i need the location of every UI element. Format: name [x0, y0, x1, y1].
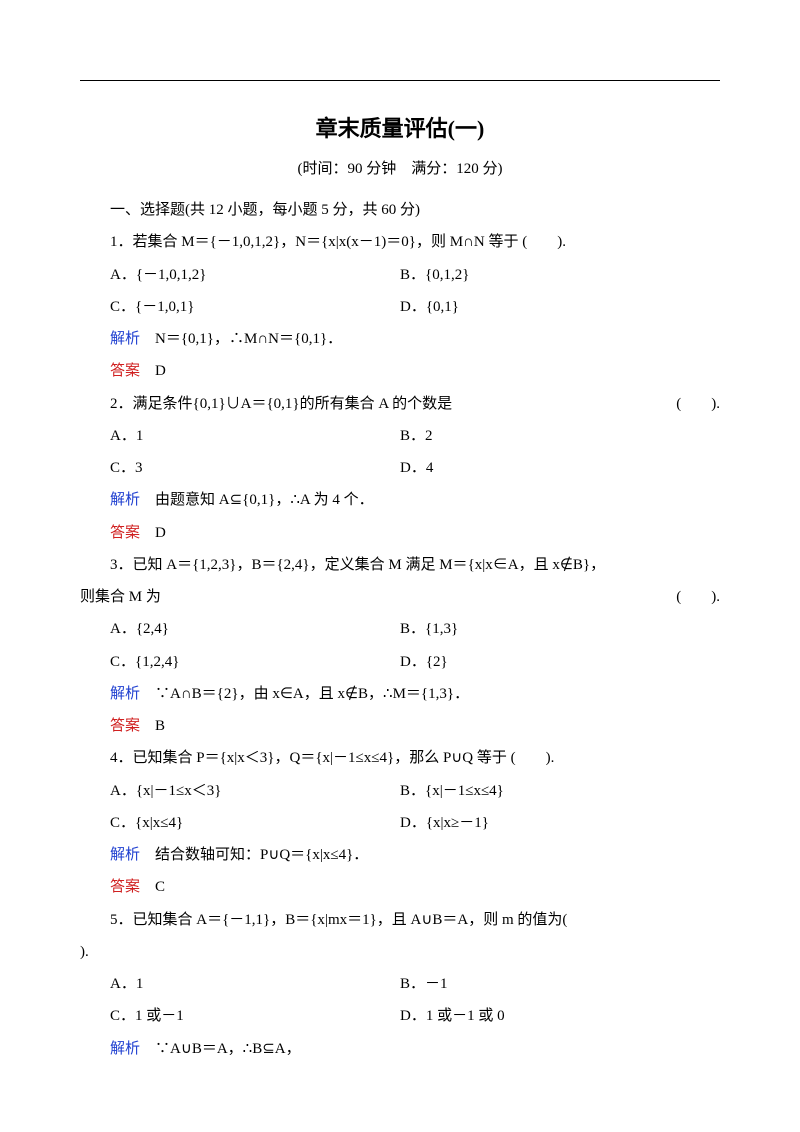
- q3-row2: C．{1,2,4} D．{2}: [80, 646, 720, 678]
- q4-optA: A．{x|－1≤x＜3}: [80, 775, 400, 807]
- q4-jiexi: 解析 结合数轴可知：P∪Q＝{x|x≤4}．: [80, 839, 720, 871]
- page-subtitle: (时间：90 分钟 满分：120 分): [80, 157, 720, 178]
- q4-stem-text: 4．已知集合 P＝{x|x＜3}，Q＝{x|－1≤x≤4}，那么 P∪Q 等于: [110, 750, 507, 766]
- q1-optA: A．{－1,0,1,2}: [80, 259, 400, 291]
- q2-optD: D．4: [400, 452, 720, 484]
- jiexi-label: 解析: [110, 1041, 140, 1057]
- q4-ans: C: [140, 879, 165, 895]
- q4-jiexi-text: 结合数轴可知：P∪Q＝{x|x≤4}．: [140, 847, 368, 863]
- q3-optC: C．{1,2,4}: [80, 646, 400, 678]
- q4-row1: A．{x|－1≤x＜3} B．{x|－1≤x≤4}: [80, 775, 720, 807]
- q1-jiexi: 解析 N＝{0,1}，∴M∩N＝{0,1}．: [80, 323, 720, 355]
- q5-optA: A．1: [80, 968, 400, 1000]
- q2-ans: D: [140, 525, 166, 541]
- q2-row2: C．3 D．4: [80, 452, 720, 484]
- q2-stem-text: 2．满足条件{0,1}∪A＝{0,1}的所有集合 A 的个数是: [110, 396, 452, 412]
- q1-jiexi-text: N＝{0,1}，∴M∩N＝{0,1}．: [140, 331, 342, 347]
- q4-answer: 答案 C: [80, 871, 720, 903]
- q1-optC: C．{－1,0,1}: [80, 291, 400, 323]
- q5-stem-line2: ).: [80, 936, 720, 968]
- q4-optB: B．{x|－1≤x≤4}: [400, 775, 720, 807]
- daan-label: 答案: [110, 718, 140, 734]
- q5-jiexi: 解析 ∵A∪B＝A，∴B⊆A，: [80, 1033, 720, 1065]
- q3-row1: A．{2,4} B．{1,3}: [80, 613, 720, 645]
- q1-row2: C．{－1,0,1} D．{0,1}: [80, 291, 720, 323]
- daan-label: 答案: [110, 879, 140, 895]
- q4-stem: 4．已知集合 P＝{x|x＜3}，Q＝{x|－1≤x≤4}，那么 P∪Q 等于 …: [80, 742, 720, 774]
- q1-paren: ( ).: [522, 234, 566, 250]
- q1-answer: 答案 D: [80, 355, 720, 387]
- q3-stem-line1: 3．已知 A＝{1,2,3}，B＝{2,4}，定义集合 M 满足 M＝{x|x∈…: [80, 549, 720, 581]
- jiexi-label: 解析: [110, 847, 140, 863]
- q5-row2: C．1 或－1 D．1 或－1 或 0: [80, 1000, 720, 1032]
- q1-row1: A．{－1,0,1,2} B．{0,1,2}: [80, 259, 720, 291]
- page-title: 章末质量评估(一): [80, 111, 720, 143]
- q2-stem: 2．满足条件{0,1}∪A＝{0,1}的所有集合 A 的个数是 ( ).: [80, 388, 720, 420]
- q2-optC: C．3: [80, 452, 400, 484]
- q3-stem-line2: 则集合 M 为 ( ).: [80, 581, 720, 613]
- q2-jiexi: 解析 由题意知 A⊆{0,1}，∴A 为 4 个．: [80, 484, 720, 516]
- q1-stem: 1．若集合 M＝{－1,0,1,2}，N＝{x|x(x－1)＝0}，则 M∩N …: [80, 226, 720, 258]
- q1-stem-text: 1．若集合 M＝{－1,0,1,2}，N＝{x|x(x－1)＝0}，则 M∩N …: [110, 234, 518, 250]
- q4-row2: C．{x|x≤4} D．{x|x≥－1}: [80, 807, 720, 839]
- q2-optA: A．1: [80, 420, 400, 452]
- jiexi-label: 解析: [110, 492, 140, 508]
- q1-optB: B．{0,1,2}: [400, 259, 720, 291]
- q3-jiexi-text: ∵A∩B＝{2}，由 x∈A，且 x∉B，∴M＝{1,3}．: [140, 686, 469, 702]
- q3-ans: B: [140, 718, 165, 734]
- q4-optC: C．{x|x≤4}: [80, 807, 400, 839]
- daan-label: 答案: [110, 363, 140, 379]
- q5-optD: D．1 或－1 或 0: [400, 1000, 720, 1032]
- q3-answer: 答案 B: [80, 710, 720, 742]
- q1-optD: D．{0,1}: [400, 291, 720, 323]
- q3-paren: ( ).: [676, 581, 720, 613]
- daan-label: 答案: [110, 525, 140, 541]
- q2-jiexi-text: 由题意知 A⊆{0,1}，∴A 为 4 个．: [140, 492, 374, 508]
- q3-optD: D．{2}: [400, 646, 720, 678]
- q3-optB: B．{1,3}: [400, 613, 720, 645]
- section-heading: 一、选择题(共 12 小题，每小题 5 分，共 60 分): [80, 194, 720, 226]
- top-rule: [80, 80, 720, 81]
- jiexi-label: 解析: [110, 686, 140, 702]
- q5-optB: B．－1: [400, 968, 720, 1000]
- q5-optC: C．1 或－1: [80, 1000, 400, 1032]
- q5-row1: A．1 B．－1: [80, 968, 720, 1000]
- q2-paren: ( ).: [676, 388, 720, 420]
- page: 章末质量评估(一) (时间：90 分钟 满分：120 分) 一、选择题(共 12…: [0, 0, 800, 1125]
- q2-row1: A．1 B．2: [80, 420, 720, 452]
- q3-optA: A．{2,4}: [80, 613, 400, 645]
- q2-optB: B．2: [400, 420, 720, 452]
- q5-stem-line1: 5．已知集合 A＝{－1,1}，B＝{x|mx＝1}，且 A∪B＝A，则 m 的…: [80, 904, 720, 936]
- q3-stem2-text: 则集合 M 为: [80, 589, 161, 605]
- jiexi-label: 解析: [110, 331, 140, 347]
- q1-ans: D: [140, 363, 166, 379]
- q4-optD: D．{x|x≥－1}: [400, 807, 720, 839]
- q3-jiexi: 解析 ∵A∩B＝{2}，由 x∈A，且 x∉B，∴M＝{1,3}．: [80, 678, 720, 710]
- q5-jiexi-text: ∵A∪B＝A，∴B⊆A，: [140, 1041, 301, 1057]
- q4-paren: ( ).: [511, 750, 555, 766]
- q2-answer: 答案 D: [80, 517, 720, 549]
